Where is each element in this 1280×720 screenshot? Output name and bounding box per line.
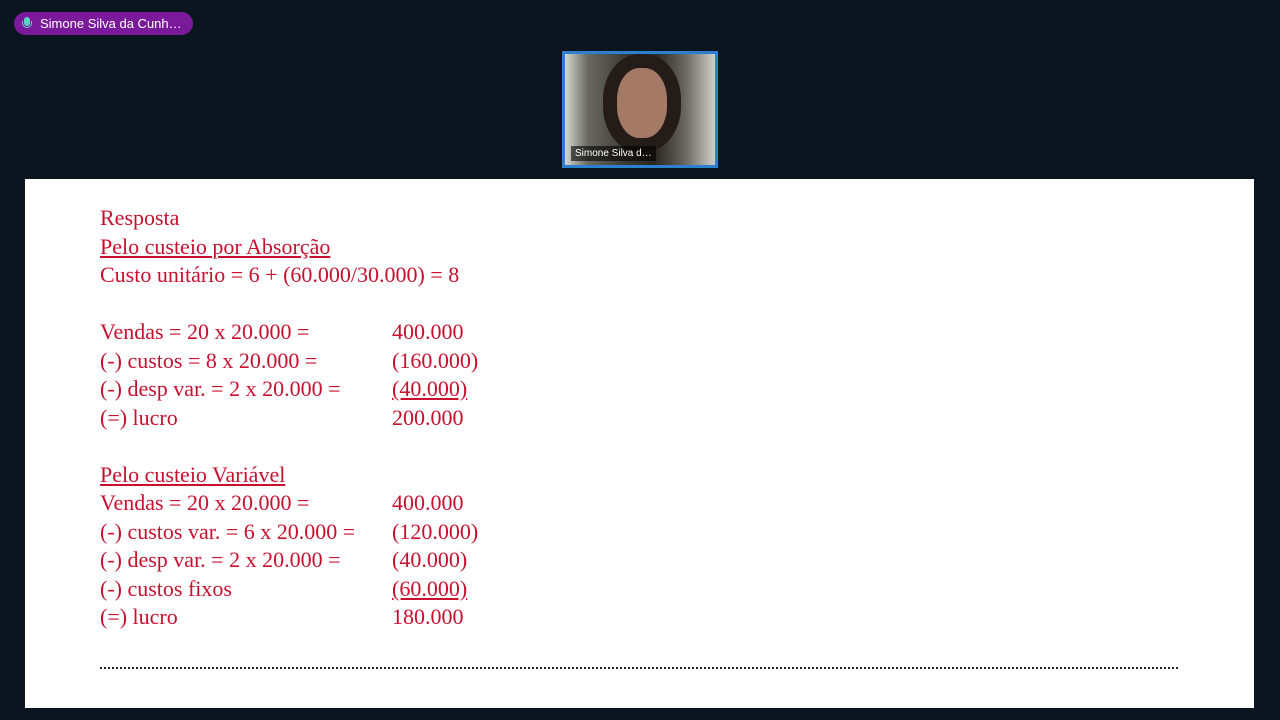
row-label: (-) custos var. = 6 x 20.000 = [100, 519, 356, 544]
row-label: (=) lucro [100, 405, 178, 430]
row-label: (-) desp var. = 2 x 20.000 = [100, 547, 341, 572]
shared-slide: Resposta Pelo custeio por Absorção Custo… [25, 179, 1254, 708]
row-label: Vendas = 20 x 20.000 = [100, 490, 310, 515]
row-value: 200.000 [392, 405, 464, 430]
slide-title: Resposta [100, 205, 180, 230]
active-speaker-indicator: Simone Silva da Cunh… [14, 12, 193, 35]
row-label: (-) desp var. = 2 x 20.000 = [100, 376, 341, 401]
speaker-name: Simone Silva da Cunh… [40, 16, 182, 31]
microphone-icon [22, 16, 32, 31]
section-heading-variavel: Pelo custeio Variável [100, 462, 286, 487]
row-value: (40.000) [392, 547, 468, 572]
dotted-divider [100, 667, 1178, 669]
row-label: (-) custos fixos [100, 576, 232, 601]
row: (=) lucro 200.000 [100, 405, 464, 431]
row: (-) desp var. = 2 x 20.000 = (40.000) [100, 376, 467, 402]
row: (-) custos = 8 x 20.000 = (160.000) [100, 348, 478, 374]
row: (-) custos fixos (60.000) [100, 576, 467, 602]
row: (-) custos var. = 6 x 20.000 = (120.000) [100, 519, 478, 545]
participant-video [617, 68, 667, 138]
row-label: Vendas = 20 x 20.000 = [100, 319, 310, 344]
row-value: (40.000) [392, 376, 468, 401]
row: (-) desp var. = 2 x 20.000 = (40.000) [100, 547, 467, 573]
row-value: 400.000 [392, 490, 464, 515]
section-heading-absorcao: Pelo custeio por Absorção [100, 234, 331, 259]
row-value: (160.000) [392, 348, 479, 373]
row-label: (=) lucro [100, 604, 178, 629]
row-value: (60.000) [392, 576, 468, 601]
row-value: 180.000 [392, 604, 464, 629]
row: (=) lucro 180.000 [100, 604, 464, 630]
row: Vendas = 20 x 20.000 = 400.000 [100, 490, 464, 516]
participant-name[interactable]: Simone Silva d… [571, 146, 656, 161]
unit-cost-line: Custo unitário = 6 + (60.000/30.000) = 8 [100, 262, 460, 287]
row: Vendas = 20 x 20.000 = 400.000 [100, 319, 464, 345]
participant-video-tile[interactable]: Simone Silva d… [562, 51, 718, 168]
row-value: 400.000 [392, 319, 464, 344]
row-value: (120.000) [392, 519, 479, 544]
row-label: (-) custos = 8 x 20.000 = [100, 348, 318, 373]
